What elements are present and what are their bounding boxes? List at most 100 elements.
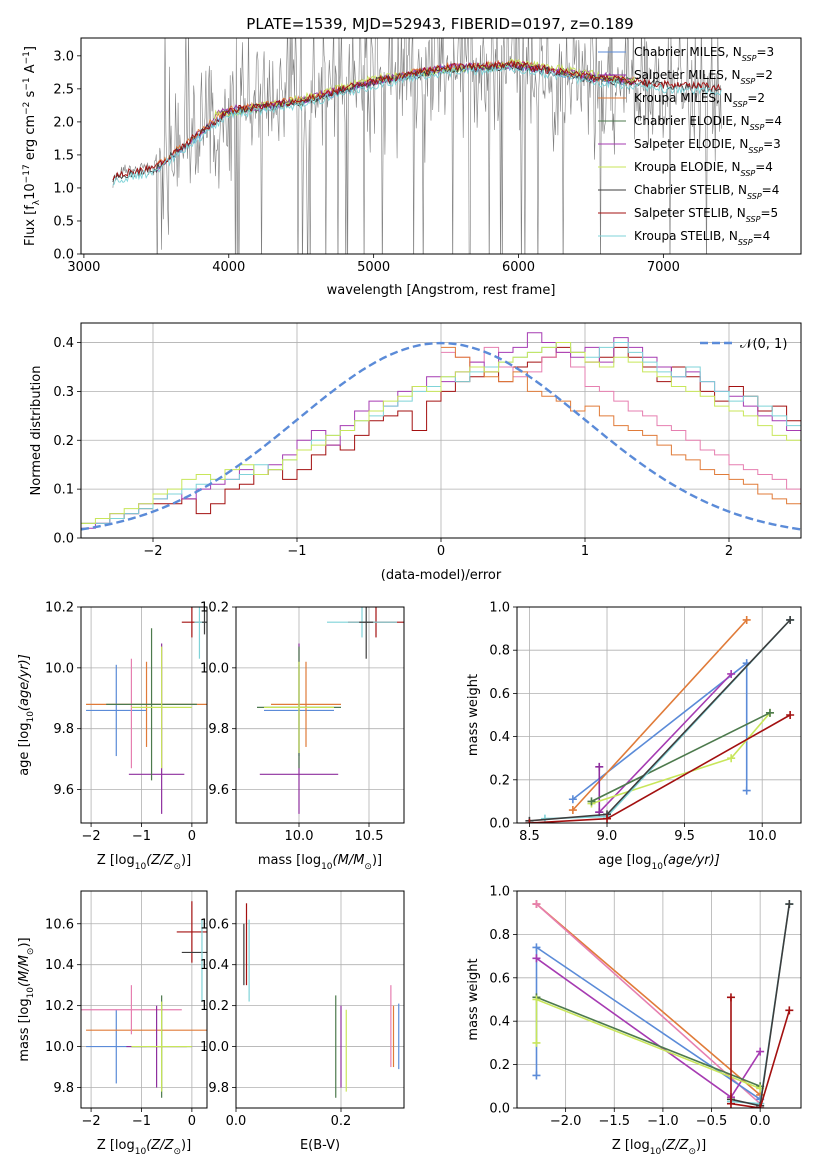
y-tick-label: 10.4 [200, 958, 229, 973]
legend-text: Salpeter ELODIE, N [634, 137, 748, 151]
y-tick-label: 0.2 [53, 434, 74, 449]
x-axis-label: E(B-V) [300, 1138, 340, 1153]
y-tick-label: 1.0 [489, 601, 510, 616]
weight-marker [756, 1047, 765, 1056]
histogram-line [441, 346, 801, 490]
plot-area [243, 903, 400, 1098]
label-part: ] [23, 46, 38, 51]
y-axis-label: age [log10(age/yr)] [17, 654, 36, 776]
plot-area [81, 901, 207, 1098]
panel-massweight_vs_Z: −2.0 −1.5 −1.0 −0.5 0.0 0.0 0.2 0.4 0.6 0.8 1.0 Z [… [466, 885, 802, 1157]
y-tick-label: 0.1 [53, 483, 74, 498]
label-part: Z [log [97, 1138, 135, 1153]
y-tick-label: 0.4 [53, 336, 74, 351]
label-part: 10 [26, 711, 36, 723]
y-tick-label: 0.4 [489, 1015, 510, 1030]
normal-curve [81, 341, 801, 531]
label-part: ⊙ [364, 862, 372, 872]
axes-frame [80, 37, 802, 255]
x-tick-label: −1.5 [598, 1114, 630, 1129]
y-tick-label: 9.6 [208, 783, 229, 798]
label-part: mass [log [258, 853, 321, 868]
weight-marker [726, 993, 735, 1002]
x-tick-label: 0 [188, 829, 196, 844]
x-tick-label: −2 [81, 829, 100, 844]
label-part: )] [696, 1138, 706, 1153]
plot-area [81, 332, 801, 531]
legend-text: Kroupa ELODIE, N [634, 160, 741, 174]
y-tick-label: 0.2 [489, 1058, 510, 1073]
weight-line [730, 997, 791, 1108]
y-tick-label: 10.2 [200, 999, 229, 1014]
x-tick-label: 7000 [647, 260, 680, 275]
weight-line [598, 673, 732, 813]
x-tick-label: 9.5 [674, 829, 695, 844]
x-axis-label: wavelength [Angstrom, rest frame] [327, 283, 556, 298]
x-tick-label: −0.5 [696, 1114, 728, 1129]
panel-massweight_vs_age: 8.5 9.0 9.5 10.0 0.0 0.2 0.4 0.6 0.8 1.0 age [log1… [466, 601, 802, 872]
weight-line [535, 903, 761, 1105]
legend-subscript: SSP [747, 192, 762, 201]
x-tick-label: 10.0 [748, 829, 777, 844]
legend-suffix: =2 [747, 91, 765, 105]
legend-text: Chabrier MILES, N [634, 45, 742, 59]
weight-marker [742, 615, 751, 624]
legend-subscript: SSP [746, 215, 761, 224]
label-part: −1 [22, 77, 32, 90]
legend-suffix: =3 [756, 45, 774, 59]
weight-marker [568, 806, 577, 815]
weight-line [535, 903, 761, 1096]
weight-marker [742, 786, 751, 795]
label-part: (Z/Z [146, 853, 174, 868]
label-part: ⊙ [26, 948, 36, 956]
x-tick-label: 0.0 [226, 1114, 247, 1129]
y-tick-label: 0.5 [53, 214, 74, 229]
data-spectrum-line [112, 38, 722, 254]
panel-age_vs_Z: −2 −1 09.69.810.010.2Z [log10(Z/Z⊙)]age [l… [17, 601, 208, 872]
label-part: )] [181, 853, 191, 868]
legend-text: Kroupa MILES, N [634, 91, 733, 105]
panel-mass_vs_Z: −2 −1 09.810.010.210.410.6Z [log10(Z/Z⊙)]m… [17, 890, 208, 1157]
y-tick-label: 2.5 [53, 82, 74, 97]
x-tick-label: 0.2 [331, 1114, 352, 1129]
label-part: (Z/Z [146, 1138, 174, 1153]
label-part: ⊙ [688, 1147, 696, 1157]
x-tick-label: 8.5 [519, 829, 540, 844]
x-tick-label: 10.5 [355, 829, 384, 844]
x-axis-label: Z [log10(Z/Z⊙)] [97, 1138, 191, 1157]
y-tick-label: 0.0 [489, 1102, 510, 1117]
x-tick-label: −1 [287, 544, 306, 559]
y-tick-label: 10.6 [45, 917, 74, 932]
legend-text: Kroupa STELIB, N [634, 229, 738, 243]
plot-area [532, 900, 794, 1108]
label-part: s [23, 90, 38, 101]
label-part: ⊙ [173, 862, 181, 872]
y-tick-label: 0.3 [53, 385, 74, 400]
legend-text: Chabrier ELODIE, N [634, 114, 750, 128]
histogram-line [81, 342, 801, 524]
weight-marker [595, 762, 604, 771]
y-tick-label: 1.0 [53, 181, 74, 196]
weight-marker [568, 795, 577, 804]
weight-marker [785, 1006, 794, 1015]
y-tick-label: 0.2 [489, 773, 510, 788]
legend-label: Salpeter STELIB, NSSP=5 [634, 206, 778, 224]
y-axis-label: Flux [fλ10−17 erg cm−2 s−1 A−1] [22, 46, 42, 246]
axes-frame [80, 890, 208, 1109]
y-tick-label: 10.0 [200, 1040, 229, 1055]
label-part: age [log [17, 723, 32, 776]
legend-label: Kroupa ELODIE, NSSP=4 [634, 160, 773, 178]
label-part: (age/yr)] [17, 654, 32, 711]
x-axis-label: Z [log10(Z/Z⊙)] [612, 1138, 706, 1157]
y-tick-label: 9.8 [53, 722, 74, 737]
x-tick-label: 2 [725, 544, 733, 559]
legend-subscript: SSP [733, 100, 748, 109]
y-tick-label: 0.6 [489, 687, 510, 702]
y-axis-label: mass weight [466, 674, 481, 756]
weight-marker [727, 754, 736, 763]
y-tick-label: 2.0 [53, 115, 74, 130]
y-tick-label: 9.8 [208, 722, 229, 737]
y-tick-label: 9.8 [208, 1081, 229, 1096]
